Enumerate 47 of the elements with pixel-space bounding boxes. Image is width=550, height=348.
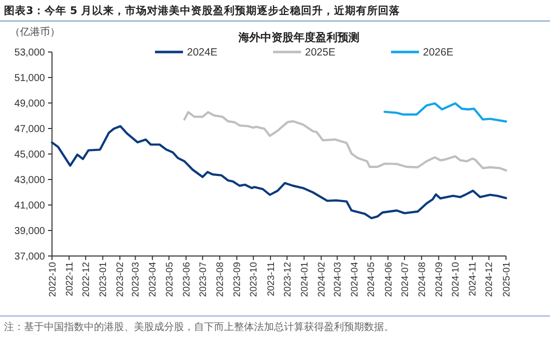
x-tick-label: 2023-10 [248,262,260,297]
x-tick-label: 2024-03 [332,262,344,297]
x-tick-label: 2023-05 [164,262,176,297]
x-tick-label: 2023-11 [266,262,277,296]
x-tick-label: 2025-01 [501,262,512,297]
x-tick-label: 2024-08 [416,262,428,297]
legend-label: 2025E [305,46,336,59]
line-series [384,102,508,123]
x-tick-label: 2023-02 [115,262,126,297]
y-tick-label: 45,000 [14,150,46,160]
x-tick-label: 2024-01 [299,262,310,297]
x-tick-label: 2022-11 [64,262,76,296]
legend-label: 2026E [423,46,454,59]
x-tick-label: 2023-06 [181,262,192,297]
x-tick-label: 2023-12 [282,262,294,297]
x-tick-label: 2024-02 [316,262,328,297]
y-tick-label: 49,000 [14,98,46,110]
y-tick-label: 37,000 [14,252,46,262]
line-series [183,111,508,172]
x-tick-label: 2022-12 [80,262,92,297]
x-tick-label: 2023-08 [215,262,226,297]
y-tick-label: 51,000 [14,73,46,84]
x-tick-label: 2024-06 [383,262,394,297]
x-tick-label: 2024-12 [484,262,496,297]
y-tick-label: 43,000 [14,175,46,186]
y-tick-label: 47,000 [14,124,46,135]
x-tick-label: 2024-05 [366,262,378,297]
chart-subtitle: 海外中资股年度盈利预测 [238,31,360,44]
text: 注：基于中国指数中的港股、美股成分股，自下而上整体法加总计算获得盈利预期数据。 [4,321,394,333]
legend-label: 2024E [187,46,218,59]
y-tick-label: 39,000 [14,226,46,237]
x-tick-label: 2023-03 [130,262,142,297]
x-tick-label: 2024-11 [468,262,479,296]
y-tick-label: 41,000 [14,200,46,212]
x-tick-label: 2023-01 [98,262,110,297]
line-series [50,125,508,220]
x-tick-label: 2022-10 [47,262,58,297]
x-tick-label: 2024-10 [450,262,462,297]
x-tick-label: 2023-07 [198,262,209,297]
x-tick-label: 2023-09 [232,262,244,297]
y-axis-title: （亿港币） [10,26,60,38]
x-tick-label: 2024-09 [434,262,446,297]
x-tick-label: 2024-07 [400,262,411,297]
x-tick-label: 2023-04 [148,262,159,297]
chart-title: 图表3：今年 5 月以来，市场对港美中资股盈利预期逐步企稳回升，近期有所回落 [4,4,401,17]
x-tick-label: 2024-04 [350,262,361,297]
y-tick-label: 53,000 [14,48,46,58]
